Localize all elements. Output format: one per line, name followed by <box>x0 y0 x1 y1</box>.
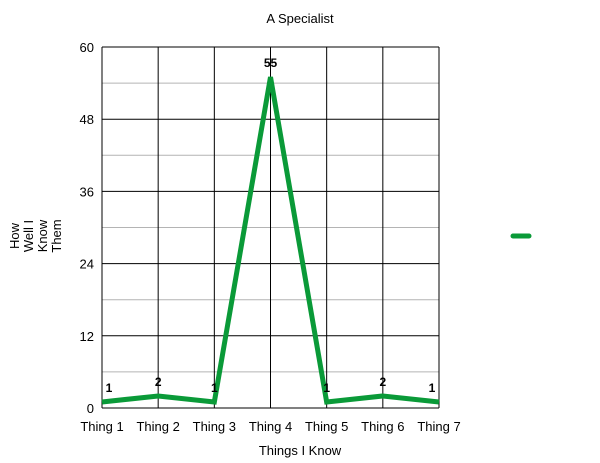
y-axis-label: HowWell IKnowThem <box>7 219 64 252</box>
data-label: 55 <box>264 56 278 70</box>
x-tick-label: Thing 4 <box>249 419 292 434</box>
y-axis-label-line: Well I <box>21 220 36 252</box>
x-tick-label: Thing 6 <box>361 419 404 434</box>
x-tick-label: Thing 3 <box>193 419 236 434</box>
x-axis-label: Things I Know <box>259 443 342 458</box>
x-tick-label: Thing 1 <box>80 419 123 434</box>
data-label: 1 <box>106 381 113 395</box>
data-label: 1 <box>211 381 218 395</box>
x-axis-ticks: Thing 1 Thing 2 Thing 3 Thing 4 Thing 5 Thing… <box>80 419 460 434</box>
y-tick-label: 12 <box>80 329 94 344</box>
y-axis-ticks: 0 12 24 36 48 60 <box>80 40 94 416</box>
data-label: 1 <box>323 381 330 395</box>
plot-grid <box>101 46 440 409</box>
x-tick-label: Thing 2 <box>136 419 179 434</box>
data-label: 2 <box>155 375 162 389</box>
series-group <box>101 76 440 405</box>
data-labels: 1 2 1 55 1 2 1 <box>106 56 436 395</box>
y-axis-label-line: How <box>7 222 22 249</box>
y-axis-label-line: Know <box>35 219 50 252</box>
chart-title: A Specialist <box>266 11 334 26</box>
y-axis-label-line: Them <box>49 219 64 252</box>
x-tick-label: Thing 5 <box>305 419 348 434</box>
y-tick-label: 24 <box>80 257 94 272</box>
data-label: 2 <box>379 375 386 389</box>
y-tick-label: 60 <box>80 40 94 55</box>
y-tick-label: 48 <box>80 112 94 127</box>
data-label: 1 <box>429 381 436 395</box>
x-tick-label: Thing 7 <box>417 419 460 434</box>
y-tick-label: 0 <box>87 401 94 416</box>
series-line <box>101 76 440 405</box>
y-tick-label: 36 <box>80 184 94 199</box>
